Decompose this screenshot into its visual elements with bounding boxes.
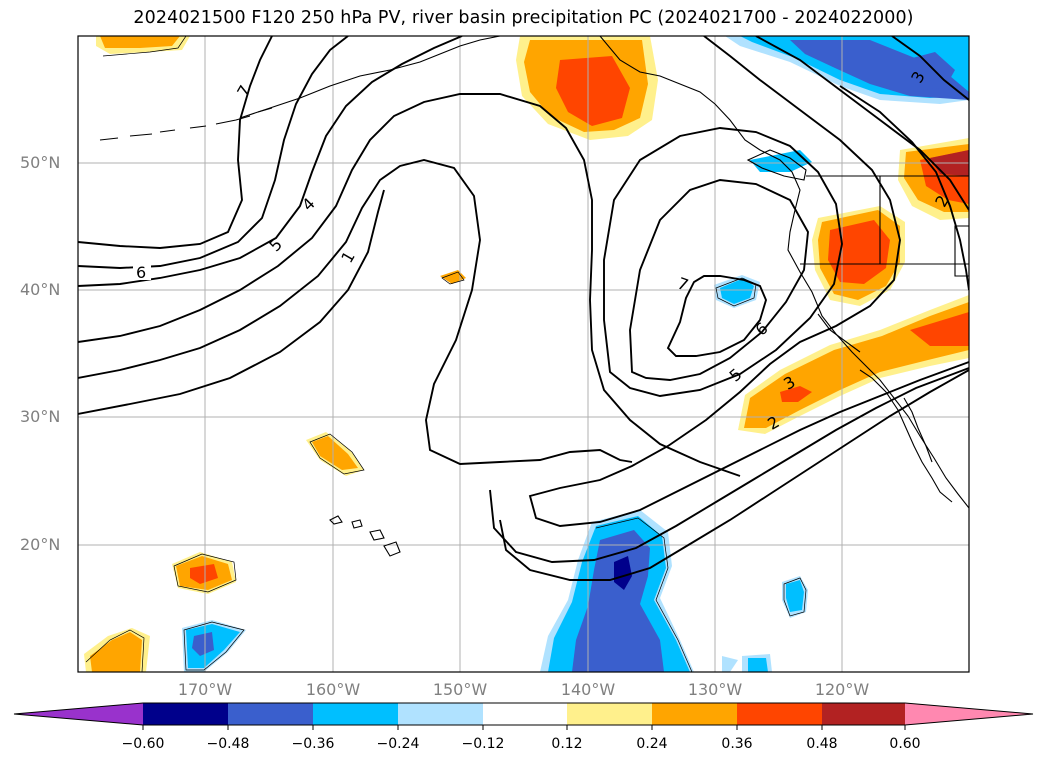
colorbar-tick: −0.12 [461,736,505,752]
precip-blob [190,564,218,584]
pv-contour-7 [666,275,768,357]
alaska-coast [599,36,969,509]
precip-blob [312,436,358,470]
hawaii-2 [351,519,363,529]
plot-area: 6 5 4 1 7 7 6 5 3 2 2 3 [78,36,969,672]
lon-label-150w: 150°W [432,680,488,699]
precip-blob [786,580,804,612]
pv-contour-2c [839,85,969,291]
lon-label-140w: 140°W [560,680,616,699]
precip-blob [910,312,969,346]
lon-label-130w: 130°W [687,680,743,699]
pv-contour-3b [755,36,969,211]
coastlines [99,36,969,557]
lat-label-40n: 40°N [20,280,61,299]
colorbar-tick: −0.24 [376,736,420,752]
baja-peninsula [903,397,933,463]
state-border [800,175,969,353]
colorbar-tick: −0.36 [291,736,335,752]
precip-blob [828,220,890,284]
colorbar-tick: 0.12 [551,736,583,752]
pv-contour-1 [78,189,385,415]
pv-contour-3 [78,93,741,477]
precip-blob [572,530,664,672]
pv-contour-5 [78,36,349,269]
precip-blob [722,656,738,672]
colorbar-tick: −0.60 [121,736,165,752]
aleutian-islands [99,107,273,141]
colorbar-tick: 0.24 [636,736,668,752]
lat-label-50n: 50°N [20,153,61,172]
vancouver-island [746,149,807,181]
precip-blob [748,658,768,672]
colorbar-tick: −0.48 [206,736,250,752]
precip-blob [780,386,812,402]
pv-contour-2b [499,369,969,581]
precip-blob [614,556,632,590]
colorbar-tick: 0.36 [721,736,753,752]
colorbar-tick: 0.60 [889,736,921,752]
colorbar-extend-low [14,703,143,725]
map-frame [77,35,970,673]
precip-blob [720,278,754,304]
border-box [954,225,969,277]
lat-label-30n: 30°N [20,407,61,426]
pv-label-6: 6 [136,263,146,282]
pv-contour-4b [528,36,969,527]
precip-blob [905,52,955,90]
pv-contour-6b [629,179,809,381]
hawaii-1 [329,515,343,525]
precip-blob [90,632,142,672]
precip-outlines [85,36,807,672]
precip-blob [192,632,214,656]
map-title: 2024021500 F120 250 hPa PV, river basin … [133,8,914,28]
colorbar-extend-high [905,703,1033,725]
lat-label-20n: 20°N [20,535,61,554]
south-alaska-coast [239,36,501,119]
hawaii-big [383,541,401,557]
pv-contour-6 [78,36,273,249]
lon-label-160w: 160°W [305,680,361,699]
precip-blob [100,36,180,48]
hawaii-3 [369,529,385,541]
lon-label-120w: 120°W [814,680,870,699]
precip-blob [556,56,630,126]
colorbar [13,702,1034,730]
pv-contour-3c [489,367,969,563]
pv-contours [78,36,969,581]
pv-contour-3d [891,36,969,101]
pv-contour-5b [603,127,843,397]
colorbar-tick: 0.48 [806,736,838,752]
lon-label-170w: 170°W [177,680,233,699]
baja-coast [859,369,953,503]
pv-contour-4 [78,36,463,287]
pv-contour-2 [78,159,633,465]
